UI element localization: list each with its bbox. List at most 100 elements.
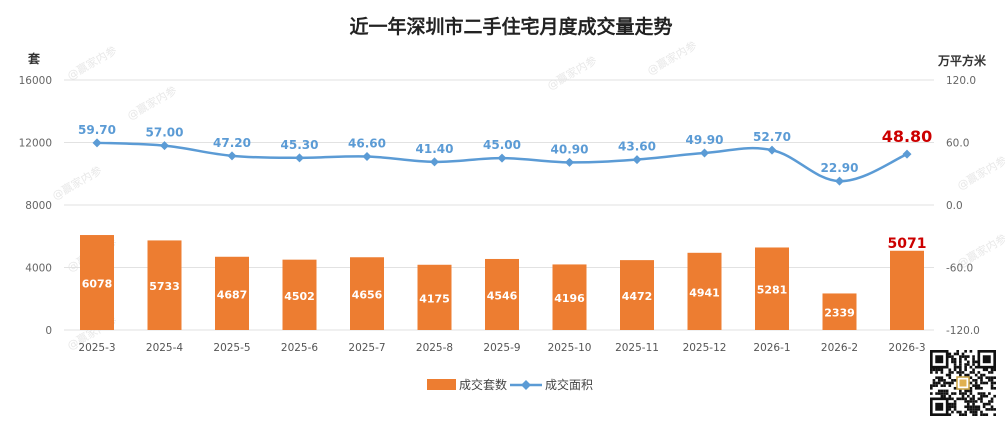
x-tick-label: 2025-4 [146, 342, 184, 354]
left-axis-ticks: 0 4000 8000 12000 16000 [19, 75, 52, 337]
right-tick-label: -120.0 [946, 325, 980, 337]
bar-value-label: 6078 [82, 278, 113, 291]
right-tick-label: 60.0 [946, 138, 969, 150]
x-tick-label: 2026-1 [753, 342, 790, 354]
bar-value-label: 4472 [622, 290, 653, 303]
bar-value-label: 4196 [554, 292, 585, 305]
line-series [92, 138, 912, 186]
x-axis-ticks: 2025-3 2025-4 2025-5 2025-6 2025-7 2025-8 2025… [78, 342, 925, 354]
x-tick-label: 2025-7 [348, 342, 385, 354]
bar [350, 257, 384, 330]
bar [215, 256, 249, 330]
legend-line-label: 成交面积 [545, 377, 593, 392]
x-tick-label: 2025-3 [78, 342, 115, 354]
line-point [227, 151, 237, 161]
bar-value-label: 4656 [352, 289, 383, 302]
bar [822, 293, 857, 330]
x-tick-label: 2025-10 [548, 342, 592, 354]
line-value-labels: 59.70 57.00 47.20 45.30 46.60 41.40 45.00 40.90… [78, 123, 932, 175]
bar [485, 258, 519, 330]
qr-code-image [930, 350, 996, 416]
bar-value-label: 4502 [284, 290, 315, 303]
line-value-label: 40.90 [551, 142, 589, 156]
x-tick-label: 2025-5 [213, 342, 250, 354]
bar [620, 260, 654, 330]
right-tick-label: 120.0 [946, 75, 976, 87]
line-point [497, 153, 507, 163]
x-tick-label: 2025-9 [483, 342, 520, 354]
right-tick-label: 0.0 [946, 200, 963, 212]
line-point [362, 151, 372, 161]
bar [80, 235, 114, 330]
legend: 成交套数 成交面积 [427, 377, 593, 392]
x-tick-label: 2025-8 [416, 342, 453, 354]
line-value-label: 22.90 [821, 161, 859, 175]
right-axis-unit: 万平方米 [937, 53, 987, 68]
line-point [632, 155, 642, 165]
line-point [160, 141, 169, 151]
legend-bar-label: 成交套数 [459, 377, 507, 392]
left-tick-label: 12000 [19, 138, 52, 150]
line-value-label: 59.70 [78, 123, 116, 137]
bar [417, 264, 452, 330]
right-tick-label: -60.0 [946, 263, 973, 275]
line-value-label: 46.60 [348, 136, 386, 150]
bar-value-label: 5281 [757, 284, 788, 297]
watermark-text: @赢家内参 [955, 153, 1005, 193]
line-point [295, 153, 304, 163]
bar-value-label: 4687 [217, 288, 248, 301]
watermark-text: @赢家内参 [645, 38, 700, 78]
line-point [700, 148, 709, 158]
bar-value-labels: 6078 5733 4687 4502 4656 4175 4546 4196 4472 4941… [82, 236, 927, 320]
line-value-label: 47.20 [213, 136, 251, 150]
line-value-label: 45.30 [281, 138, 319, 152]
x-tick-label: 2026-3 [888, 342, 925, 354]
line-point [835, 176, 844, 186]
legend-line-marker [521, 380, 531, 390]
bar [755, 247, 789, 330]
watermark-text: @赢家内参 [125, 83, 180, 123]
legend-bar-swatch [427, 379, 456, 390]
line-value-label: 52.70 [753, 130, 791, 144]
line-point [767, 145, 777, 155]
bar-series [80, 235, 924, 330]
left-axis-unit: 套 [27, 51, 41, 66]
bar-value-label: 4175 [419, 292, 450, 305]
bar [552, 264, 587, 330]
qr-code-graphic [930, 350, 996, 416]
x-tick-label: 2025-6 [281, 342, 319, 354]
line-value-label: 45.00 [483, 138, 521, 152]
bar [890, 250, 924, 330]
bar-value-label: 2339 [824, 307, 855, 320]
watermark-layer: @赢家内参@赢家内参@赢家内参 @赢家内参@赢家内参 @赢家内参@赢家内参@赢家内参… [50, 38, 1005, 353]
line-point [430, 157, 439, 167]
bar [147, 240, 182, 330]
line-value-label: 48.80 [882, 127, 933, 146]
line-value-label: 57.00 [146, 126, 184, 140]
left-tick-label: 16000 [19, 75, 52, 87]
line-value-label: 49.90 [686, 133, 724, 147]
line-value-label: 43.60 [618, 140, 656, 154]
watermark-text: @赢家内参 [545, 53, 600, 93]
bar [282, 259, 317, 330]
line-point [565, 157, 574, 167]
x-tick-label: 2026-2 [821, 342, 858, 354]
line-point [902, 149, 912, 159]
x-tick-label: 2025-11 [615, 342, 659, 354]
left-tick-label: 8000 [25, 200, 52, 212]
x-tick-label: 2025-12 [683, 342, 727, 354]
chart-title: 近一年深圳市二手住宅月度成交量走势 [349, 15, 672, 38]
line-point [92, 138, 102, 148]
right-axis-ticks: -120.0 -60.0 0.0 60.0 120.0 [946, 75, 980, 337]
bar-value-label: 5733 [149, 280, 180, 293]
watermark-text: @赢家内参 [65, 43, 120, 83]
bar-value-label: 4546 [487, 289, 518, 302]
watermark-text: @赢家内参 [50, 163, 105, 203]
bar-value-label: 4941 [689, 286, 720, 299]
left-tick-label: 0 [45, 325, 52, 337]
left-tick-label: 4000 [25, 263, 52, 275]
line-value-label: 41.40 [416, 142, 454, 156]
bar-value-label: 5071 [888, 236, 927, 252]
bar [687, 252, 722, 330]
